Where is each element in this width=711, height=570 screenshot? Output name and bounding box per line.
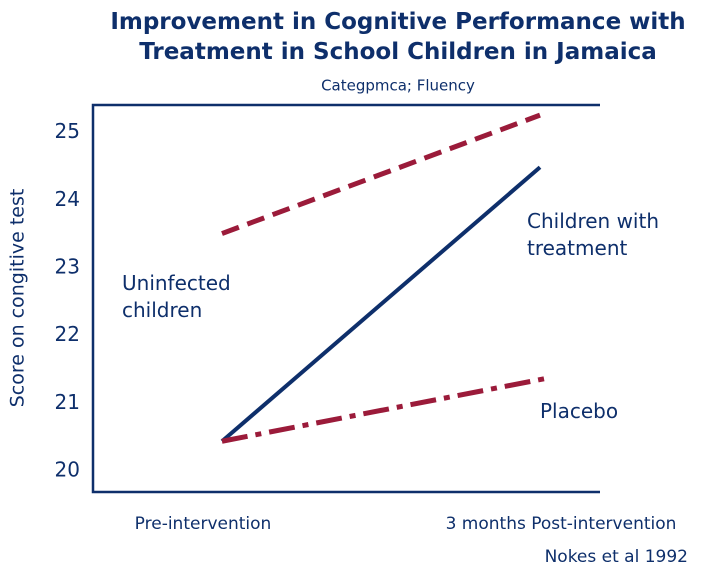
chart-title: Improvement in Cognitive Performance wit… — [110, 9, 685, 65]
series-line — [220, 165, 542, 443]
chart-subtitle: Categpmca; Fluency — [321, 77, 475, 95]
x-tick-label: 3 months Post-intervention — [446, 514, 677, 534]
series-label: Uninfected children — [122, 271, 231, 322]
y-tick-label: 20 — [55, 458, 80, 482]
y-tick-label: 24 — [55, 187, 80, 211]
series-label: Children with treatment — [527, 209, 660, 260]
y-tick-label: 23 — [55, 255, 80, 279]
y-axis-label: Score on congitive test — [7, 189, 29, 408]
plot-frame — [91, 103, 600, 494]
x-tick-label: Pre-intervention — [135, 514, 272, 534]
source: Nokes et al 1992 — [545, 547, 688, 567]
y-tick-label: 25 — [55, 119, 80, 143]
y-tick-label: 21 — [55, 390, 80, 414]
series-line — [221, 375, 551, 444]
y-tick-label: 22 — [55, 322, 80, 346]
series-line — [221, 112, 541, 236]
series-label: Placebo — [540, 399, 619, 423]
